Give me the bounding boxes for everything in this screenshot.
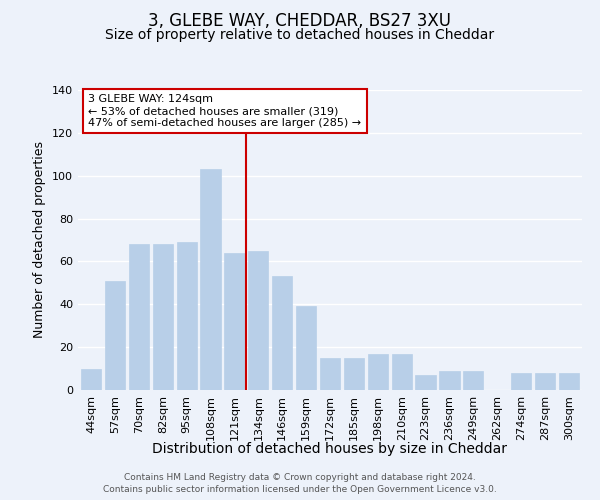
Y-axis label: Number of detached properties: Number of detached properties — [34, 142, 46, 338]
Bar — [463, 370, 484, 390]
Bar — [511, 373, 531, 390]
Bar — [272, 276, 292, 390]
Bar — [200, 170, 221, 390]
Text: Contains public sector information licensed under the Open Government Licence v3: Contains public sector information licen… — [103, 485, 497, 494]
Bar — [439, 370, 460, 390]
Bar — [368, 354, 388, 390]
Bar — [535, 373, 555, 390]
Bar — [296, 306, 316, 390]
Bar — [105, 280, 125, 390]
Text: Contains HM Land Registry data © Crown copyright and database right 2024.: Contains HM Land Registry data © Crown c… — [124, 472, 476, 482]
Bar — [224, 253, 245, 390]
Bar — [559, 373, 579, 390]
Bar — [129, 244, 149, 390]
Bar — [344, 358, 364, 390]
Text: Size of property relative to detached houses in Cheddar: Size of property relative to detached ho… — [106, 28, 494, 42]
Text: Distribution of detached houses by size in Cheddar: Distribution of detached houses by size … — [152, 442, 508, 456]
Text: 3, GLEBE WAY, CHEDDAR, BS27 3XU: 3, GLEBE WAY, CHEDDAR, BS27 3XU — [149, 12, 452, 30]
Text: 3 GLEBE WAY: 124sqm
← 53% of detached houses are smaller (319)
47% of semi-detac: 3 GLEBE WAY: 124sqm ← 53% of detached ho… — [88, 94, 361, 128]
Bar — [392, 354, 412, 390]
Bar — [81, 368, 101, 390]
Bar — [152, 244, 173, 390]
Bar — [176, 242, 197, 390]
Bar — [320, 358, 340, 390]
Bar — [248, 250, 268, 390]
Bar — [415, 375, 436, 390]
